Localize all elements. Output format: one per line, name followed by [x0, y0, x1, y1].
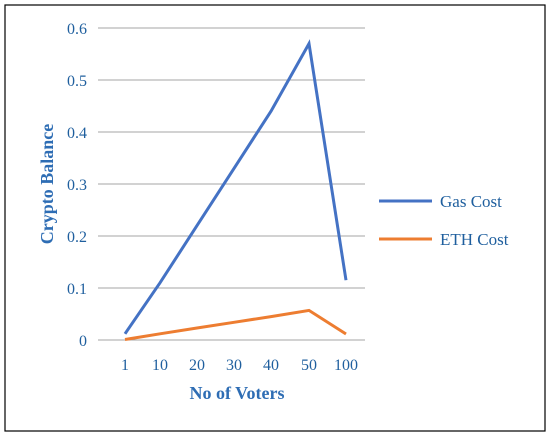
y-axis-ticks: 0 0.1 0.2 0.3 0.4 0.5 0.6	[67, 21, 87, 350]
legend-label-0: Gas Cost	[440, 192, 502, 211]
x-tick-label: 100	[334, 357, 358, 374]
series-lines	[123, 39, 348, 341]
legend-label-1: ETH Cost	[440, 230, 509, 249]
chart-border	[4, 4, 546, 432]
y-tick-label: 0.1	[67, 281, 87, 298]
legend: Gas Cost ETH Cost	[379, 192, 509, 249]
x-tick-label: 10	[152, 357, 168, 374]
x-tick-label: 30	[226, 357, 242, 374]
y-tick-label: 0.2	[67, 229, 87, 246]
x-tick-label: 50	[301, 357, 317, 374]
y-tick-label: 0.5	[67, 73, 87, 90]
x-tick-label: 1	[121, 357, 129, 374]
x-tick-label: 20	[189, 357, 205, 374]
y-tick-label: 0	[79, 333, 87, 350]
y-tick-label: 0.3	[67, 177, 87, 194]
grid-lines	[98, 27, 365, 341]
y-tick-label: 0.4	[67, 125, 87, 142]
x-axis-ticks: 1 10 20 30 40 50 100	[121, 357, 358, 374]
series-line-0	[123, 39, 348, 335]
x-axis-title: No of Voters	[190, 383, 285, 403]
y-tick-label: 0.6	[67, 21, 87, 38]
x-tick-label: 40	[263, 357, 279, 374]
y-axis-title: Crypto Balance	[37, 124, 57, 245]
series-line-1	[124, 308, 347, 341]
